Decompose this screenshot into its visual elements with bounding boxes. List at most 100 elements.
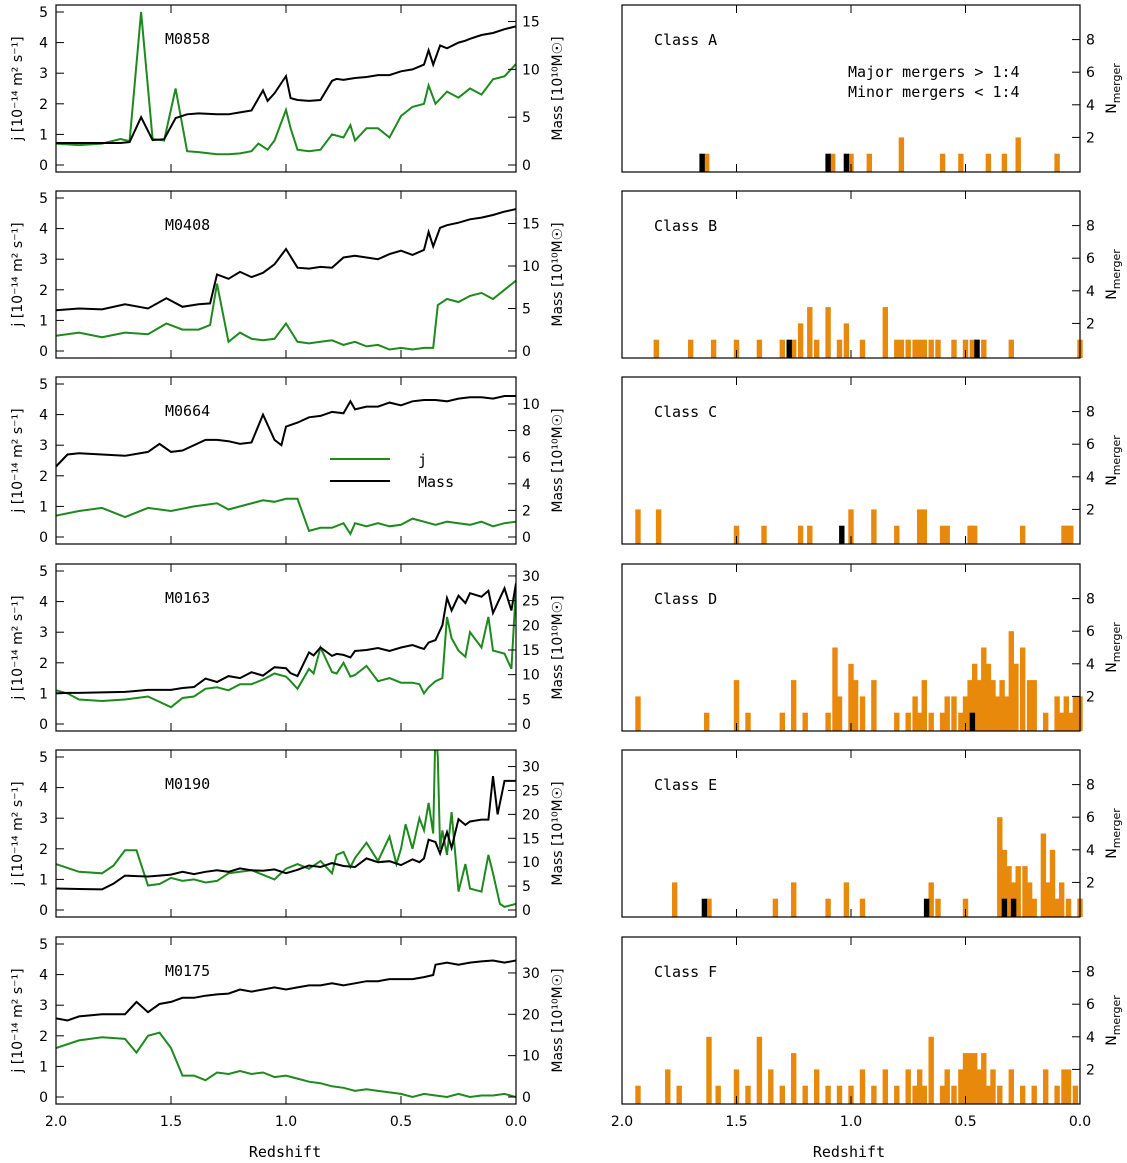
minor-merger-bar	[848, 663, 854, 731]
y-tick-label: 5	[39, 5, 48, 21]
y2-tick-label: 8	[522, 424, 531, 440]
minor-merger-bar	[972, 525, 978, 544]
y-tick-label: 2	[1086, 502, 1095, 518]
y-tick-label: 3	[39, 252, 48, 268]
y-tick-label: 2	[1086, 1062, 1095, 1078]
y2-axis-label: Mass [10¹⁰M☉]	[550, 781, 566, 885]
y-tick-label: 0	[39, 530, 48, 546]
panel-title: M0190	[165, 775, 210, 793]
minor-merger-bar	[706, 1036, 712, 1104]
minor-merger-bar	[825, 898, 831, 917]
minor-merger-bar	[921, 339, 927, 358]
line-panel-M0190: 0 1 2 3 4 5 0 5 10 15 20 25 30 M0190 j [10⁻¹⁴ m² s⁻¹] M…	[10, 749, 566, 919]
n-merger-subscript: merger	[1110, 63, 1123, 104]
minor-merger-bar	[921, 680, 927, 731]
minor-merger-bar	[843, 882, 850, 917]
minor-merger-bar	[962, 339, 969, 358]
major-merger-bar	[839, 525, 845, 544]
minor-merger-bar	[1063, 696, 1069, 731]
legend-mass-label: Mass	[418, 473, 454, 491]
minor-merger-bar	[944, 1069, 950, 1104]
plot-frame	[55, 4, 517, 173]
minor-merger-bar	[635, 696, 641, 731]
y2-tick-label: 25	[522, 594, 540, 610]
n-merger-axis-label: Nmerger	[1104, 995, 1123, 1046]
n-merger-main: N	[1104, 662, 1120, 672]
y-tick-label: 4	[39, 408, 48, 424]
y-tick-label: 2	[39, 1029, 48, 1045]
y2-tick-label: 5	[522, 692, 531, 708]
minor-merger-bar	[1068, 525, 1074, 544]
y2-axis-label: Mass [10¹⁰M☉]	[550, 36, 566, 140]
minor-merger-bar	[843, 323, 850, 358]
line-panel-M0664: 0 1 2 3 4 5 0 2 4 6 8 10 M0664 j [10⁻¹⁴ m² s⁻¹] Mass […	[10, 376, 566, 546]
minor-merger-bar	[779, 712, 785, 731]
minor-merger-bar	[958, 1069, 964, 1104]
y-tick-label: 8	[1086, 965, 1095, 981]
y-tick-label: 4	[39, 595, 48, 611]
minor-merger-bar	[1013, 663, 1019, 731]
minor-merger-bar	[898, 339, 905, 358]
minor-merger-bar	[1008, 631, 1014, 731]
minor-merger-bar	[905, 1069, 911, 1104]
minor-merger-bar	[1001, 153, 1008, 172]
minor-merger-bar	[733, 1069, 740, 1104]
minor-merger-bar	[814, 339, 820, 358]
y-tick-label: 0	[39, 344, 48, 360]
minor-merger-bar	[635, 509, 641, 544]
minor-merger-bar	[969, 339, 976, 358]
panel-title: Class D	[654, 590, 717, 608]
y2-tick-label: 15	[522, 643, 540, 659]
series-line-mass	[56, 959, 516, 1022]
minor-merger-bar	[990, 1069, 996, 1104]
minor-merger-bar	[848, 509, 854, 544]
minor-merger-bar	[944, 525, 950, 544]
minor-merger-bar	[1001, 849, 1008, 917]
y-tick-label: 3	[39, 811, 48, 827]
minor-merger-bar	[935, 898, 941, 917]
panel-title: Class E	[654, 776, 717, 794]
y-tick-label: 8	[1086, 778, 1095, 794]
minor-merger-bar	[825, 712, 831, 731]
y-tick-label: 4	[1086, 1030, 1095, 1046]
y2-axis-label: Mass [10¹⁰M☉]	[550, 595, 566, 699]
minor-merger-bar	[921, 509, 927, 544]
y-tick-label: 1	[39, 499, 48, 515]
x-tick-label: 2.0	[611, 1114, 633, 1130]
right-column-panels: 2 4 6 8 Class A Nmerger 2 4 6 8 Class B Nmerger 2 4 6 8…	[611, 4, 1123, 1130]
y2-axis-label: Mass [10¹⁰M☉]	[550, 968, 566, 1072]
minor-merger-bar	[676, 1085, 682, 1104]
y-tick-label: 6	[1086, 251, 1095, 267]
minor-merger-bar	[1031, 1085, 1037, 1104]
major-merger-bar	[923, 898, 930, 917]
minor-merger-bar	[917, 339, 923, 358]
n-merger-subscript: merger	[1110, 995, 1123, 1036]
bar-panel-Class-A: 2 4 6 8 Class A Nmerger	[621, 4, 1123, 173]
minor-merger-bar	[733, 680, 740, 731]
minor-merger-bar	[852, 680, 859, 731]
y2-tick-label: 0	[522, 158, 531, 174]
minor-merger-bar	[894, 1085, 900, 1104]
minor-merger-bar	[772, 898, 779, 917]
minor-merger-bar	[791, 339, 797, 358]
y-tick-label: 0	[39, 903, 48, 919]
y2-tick-label: 0	[522, 344, 531, 360]
bar-panel-Class-B: 2 4 6 8 Class B Nmerger	[621, 190, 1123, 359]
y-tick-label: 5	[39, 750, 48, 766]
minor-merger-bar	[990, 680, 996, 731]
y-tick-label: 2	[39, 842, 48, 858]
minor-merger-bar	[905, 339, 911, 358]
minor-merger-bar	[882, 1069, 888, 1104]
major-merger-bar	[1001, 898, 1008, 917]
major-merger-bar	[1010, 898, 1017, 917]
j-mass-legend: j Mass	[330, 451, 454, 491]
minor-merger-bar	[710, 339, 717, 358]
y-tick-label: 4	[1086, 284, 1095, 300]
minor-merger-bar	[802, 712, 808, 731]
panel-title: Class B	[654, 217, 717, 235]
y-tick-label: 3	[39, 66, 48, 82]
minor-merger-bar	[797, 525, 804, 544]
panel-title: M0858	[165, 30, 210, 48]
y-tick-label: 4	[1086, 843, 1095, 859]
